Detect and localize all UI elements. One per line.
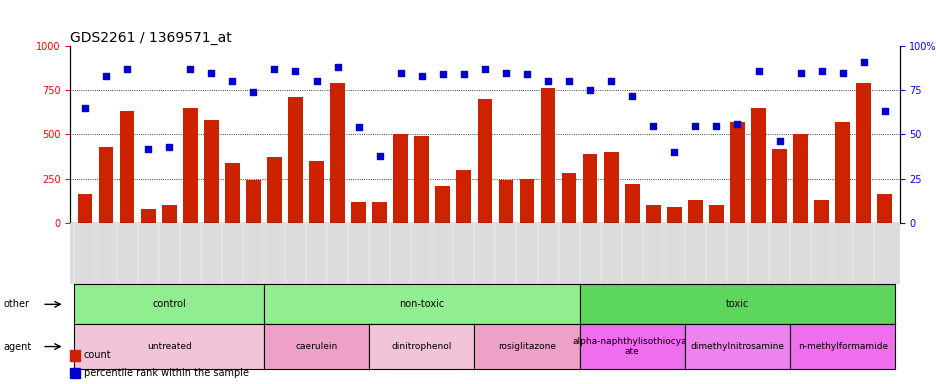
Text: dimethylnitrosamine: dimethylnitrosamine [690, 342, 783, 351]
Bar [645, 205, 660, 223]
Point [624, 93, 639, 99]
Point [792, 70, 807, 76]
Point [393, 70, 408, 76]
Bar [813, 200, 828, 223]
Bar [225, 163, 240, 223]
Point [582, 87, 597, 93]
Bar [771, 149, 786, 223]
Text: alpha-naphthylisothiocyan
ate: alpha-naphthylisothiocyan ate [571, 337, 692, 356]
Bar [372, 202, 387, 223]
Bar [78, 194, 93, 223]
Bar [287, 97, 302, 223]
Point [603, 78, 618, 84]
Point [309, 78, 324, 84]
Bar [351, 202, 366, 223]
Bar [140, 209, 155, 223]
Point [329, 64, 344, 70]
Bar [540, 88, 555, 223]
Point [225, 78, 240, 84]
Point [751, 68, 766, 74]
Text: non-toxic: non-toxic [399, 299, 444, 310]
Bar [519, 179, 534, 223]
Bar [414, 136, 429, 223]
Bar [329, 83, 344, 223]
Text: percentile rank within the sample: percentile rank within the sample [83, 368, 248, 378]
Point [561, 78, 576, 84]
Point [476, 66, 491, 72]
Bar [498, 180, 513, 223]
Bar [561, 173, 576, 223]
Bar [876, 194, 891, 223]
Bar [98, 147, 113, 223]
Point [372, 152, 387, 159]
Bar [687, 200, 702, 223]
Text: rosiglitazone: rosiglitazone [497, 342, 555, 351]
Point [78, 105, 93, 111]
Point [267, 66, 282, 72]
Text: caerulein: caerulein [295, 342, 337, 351]
Point [287, 68, 302, 74]
Point [351, 124, 366, 131]
Bar [582, 154, 597, 223]
Bar [751, 108, 765, 223]
Bar [162, 205, 176, 223]
Text: n-methylformamide: n-methylformamide [797, 342, 886, 351]
Text: dinitrophenol: dinitrophenol [391, 342, 451, 351]
Bar [729, 122, 744, 223]
Bar [834, 122, 849, 223]
Point [645, 122, 660, 129]
Point [834, 70, 849, 76]
Bar [666, 207, 681, 223]
Text: toxic: toxic [725, 299, 749, 310]
Text: untreated: untreated [147, 342, 191, 351]
Point [813, 68, 828, 74]
Text: agent: agent [4, 341, 32, 352]
Point [245, 89, 260, 95]
Bar [603, 152, 618, 223]
Point [456, 71, 471, 78]
Bar [477, 99, 491, 223]
Point [856, 59, 870, 65]
Text: control: control [153, 299, 186, 310]
Bar [709, 205, 723, 223]
Point [666, 149, 681, 155]
Point [687, 122, 702, 129]
Bar [435, 185, 449, 223]
Bar [120, 111, 135, 223]
Point [435, 71, 450, 78]
Bar [856, 83, 870, 223]
Point [876, 108, 891, 114]
Point [729, 121, 744, 127]
Bar [393, 134, 408, 223]
Bar [793, 134, 807, 223]
Point [183, 66, 197, 72]
Point [519, 71, 534, 78]
Point [709, 122, 724, 129]
Text: other: other [4, 299, 29, 310]
Bar [624, 184, 639, 223]
Point [98, 73, 113, 79]
Bar [267, 157, 282, 223]
Point [498, 70, 513, 76]
Point [771, 138, 786, 144]
Point [203, 70, 218, 76]
Point [414, 73, 429, 79]
Bar [309, 161, 324, 223]
Point [140, 146, 155, 152]
Bar [70, 350, 80, 361]
Text: GDS2261 / 1369571_at: GDS2261 / 1369571_at [70, 31, 232, 45]
Bar [204, 120, 218, 223]
Bar [70, 367, 80, 378]
Point [120, 66, 135, 72]
Text: count: count [83, 351, 111, 361]
Bar [183, 108, 197, 223]
Point [540, 78, 555, 84]
Bar [246, 180, 260, 223]
Bar [456, 170, 471, 223]
Point [162, 144, 177, 150]
